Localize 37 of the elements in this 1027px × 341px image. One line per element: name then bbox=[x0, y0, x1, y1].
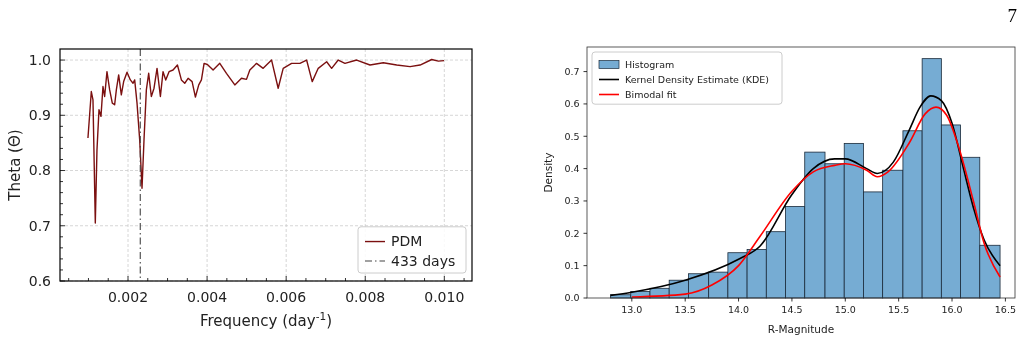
x-tick-label: 0.006 bbox=[266, 289, 307, 305]
x-tick-label: 16.5 bbox=[994, 304, 1016, 315]
x-tick-label: 0.008 bbox=[345, 289, 386, 305]
ref-line-label: 433 days bbox=[391, 252, 456, 269]
y-tick-label: 0.6 bbox=[564, 98, 580, 110]
x-axis-title: Frequency (day$^{-1}$) bbox=[199, 310, 333, 330]
y-tick-label: 0.2 bbox=[564, 227, 580, 239]
legend-label: Bimodal fit bbox=[625, 88, 677, 100]
y-tick-label: 0.3 bbox=[564, 195, 580, 207]
y-tick-label: 0.7 bbox=[564, 65, 580, 77]
y-tick-label: 0.1 bbox=[564, 259, 580, 271]
x-tick-label: 14.5 bbox=[781, 304, 803, 315]
y-tick-label: 0.9 bbox=[28, 107, 51, 124]
x-tick-label: 15.5 bbox=[888, 304, 910, 315]
x-tick-label: 16.0 bbox=[941, 304, 963, 315]
y-tick-label: 0.5 bbox=[564, 130, 580, 142]
x-tick-label: 15.0 bbox=[834, 304, 856, 315]
text: 7 bbox=[1007, 5, 1017, 26]
y-tick-label: 0.8 bbox=[28, 162, 51, 179]
x-tick-label: 13.0 bbox=[621, 304, 643, 315]
y-tick-label: 1.0 bbox=[28, 51, 51, 68]
line-series bbox=[87, 58, 445, 224]
x-tick-label: 0.010 bbox=[424, 289, 465, 305]
y-axis-title: Density bbox=[542, 152, 554, 193]
y-tick-label: 0.4 bbox=[564, 162, 580, 174]
x-axis-title: R-Magnitude bbox=[767, 322, 835, 335]
x-tick-label: 0.002 bbox=[107, 289, 149, 305]
x-tick-label: 14.0 bbox=[727, 304, 750, 315]
y-tick-label: 0.6 bbox=[28, 272, 52, 289]
legend-label: PDM bbox=[391, 233, 423, 250]
y-tick-label: 0.7 bbox=[28, 217, 51, 234]
x-tick-label: 13.5 bbox=[674, 304, 696, 315]
legend-label: Histogram bbox=[625, 58, 675, 70]
y-axis-title: Theta (Θ) bbox=[6, 129, 24, 202]
x-tick-label: 0.004 bbox=[187, 289, 228, 305]
y-tick-label: 0.0 bbox=[564, 292, 580, 304]
legend-label: Kernel Density Estimate (KDE) bbox=[625, 73, 769, 85]
